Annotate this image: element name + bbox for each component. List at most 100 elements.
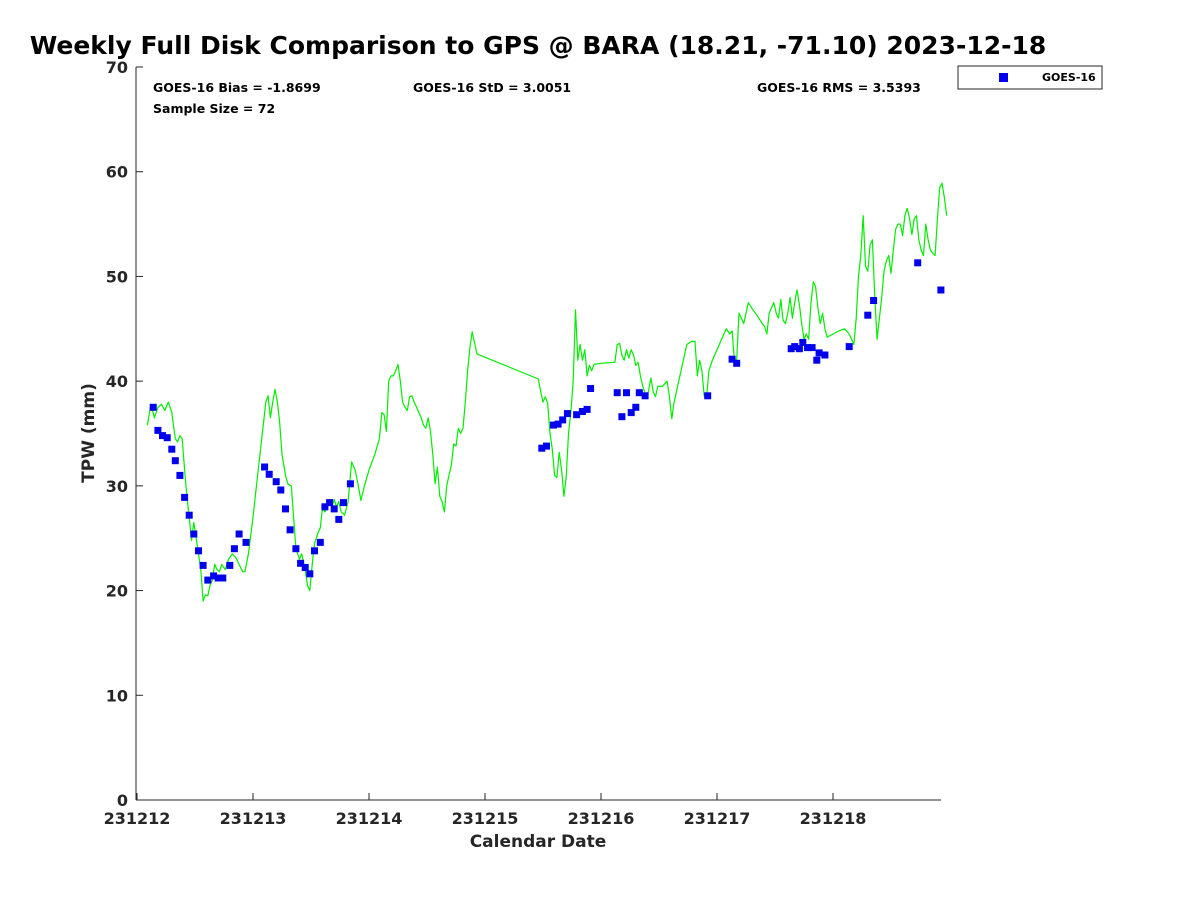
goes-16-point	[181, 493, 189, 501]
rms-stat: GOES-16 RMS = 3.5393	[757, 80, 921, 95]
goes-16-point	[190, 530, 198, 538]
goes-16-point	[808, 344, 816, 352]
goes-16-point	[549, 421, 557, 429]
y-tick-label: 30	[106, 477, 128, 496]
goes-16-point	[864, 311, 872, 319]
goes-16-point	[346, 480, 354, 488]
goes-16-point	[573, 411, 581, 419]
x-tick-label: 231217	[684, 809, 751, 828]
goes-16-point	[813, 356, 821, 364]
goes-16-point	[286, 526, 294, 534]
goes-16-point	[311, 547, 318, 555]
y-tick-label: 70	[106, 58, 128, 77]
goes-16-point	[641, 392, 649, 400]
y-tick-label: 0	[117, 791, 128, 810]
goes-16-series	[149, 259, 945, 584]
chart-title: Weekly Full Disk Comparison to GPS @ BAR…	[30, 31, 1047, 60]
goes-16-point	[583, 405, 591, 413]
goes-16-point	[272, 478, 280, 486]
y-tick-label: 60	[106, 163, 128, 182]
goes-16-point	[163, 434, 171, 442]
goes-16-point	[297, 559, 305, 567]
goes-16-point	[937, 286, 945, 294]
goes-16-point	[804, 344, 811, 352]
legend-marker	[999, 73, 1008, 82]
goes-16-point	[587, 385, 595, 392]
goes-16-point	[845, 343, 853, 351]
y-tick-label: 40	[106, 372, 128, 391]
legend-label: GOES-16	[1042, 71, 1096, 84]
goes-16-point	[538, 444, 546, 452]
goes-16-point	[613, 389, 621, 397]
goes-16-point	[168, 445, 176, 453]
goes-16-point	[292, 545, 300, 553]
goes-16-point	[265, 470, 273, 478]
goes-16-point	[635, 389, 643, 397]
goes-16-point	[195, 547, 202, 555]
y-tick-label: 50	[106, 267, 128, 286]
goes-16-point	[321, 503, 329, 511]
x-tick-label: 231218	[800, 809, 867, 828]
goes-16-point	[149, 403, 157, 411]
goes-16-point	[335, 515, 343, 523]
goes-16-point	[554, 420, 562, 428]
goes-16-point	[185, 511, 193, 519]
goes-16-point	[632, 403, 640, 411]
goes-16-point	[176, 471, 184, 479]
goes-16-point	[326, 499, 334, 507]
sample-size-stat: Sample Size = 72	[153, 101, 275, 116]
goes-16-point	[204, 576, 212, 584]
goes-16-point	[210, 572, 218, 580]
goes-16-point	[728, 355, 736, 363]
goes-16-point	[870, 297, 878, 304]
x-tick-label: 231214	[336, 809, 403, 828]
x-axis-label: Calendar Date	[470, 832, 607, 852]
goes-16-point	[219, 574, 227, 582]
goes-16-point	[277, 486, 285, 494]
goes-16-point	[316, 538, 324, 546]
y-tick-label: 10	[106, 686, 128, 705]
goes-16-point	[235, 530, 243, 538]
goes-16-point	[230, 545, 238, 553]
goes-16-point	[578, 408, 586, 415]
goes-16-point	[914, 259, 922, 267]
bias-stat: GOES-16 Bias = -1.8699	[153, 80, 321, 95]
x-tick-label: 231216	[568, 809, 635, 828]
goes-16-point	[563, 410, 571, 418]
goes-16-point	[795, 345, 803, 353]
goes-16-point	[330, 505, 338, 513]
goes-16-point	[226, 561, 234, 569]
y-tick-label: 20	[106, 582, 128, 601]
goes-16-point	[282, 505, 289, 513]
goes-16-point	[154, 426, 162, 434]
goes-16-point	[815, 349, 823, 357]
goes-16-point	[791, 343, 799, 351]
y-axis-label: TPW (mm)	[79, 383, 99, 483]
legend-box	[957, 65, 1103, 90]
goes-16-point	[821, 351, 829, 359]
y-axis: 0 10 20 30 40 50 60 70	[106, 58, 143, 810]
goes-16-point	[171, 457, 179, 465]
goes-16-point	[301, 564, 309, 571]
goes-16-point	[627, 409, 635, 417]
goes-16-point	[159, 432, 166, 440]
goes-16-point	[618, 413, 626, 421]
gps-line	[146, 182, 948, 602]
goes-16-point	[340, 499, 347, 507]
goes-16-point	[261, 463, 269, 471]
goes-16-point	[242, 538, 250, 546]
goes-16-point	[623, 389, 630, 397]
goes-16-point	[733, 359, 741, 367]
x-tick-label: 231212	[104, 809, 171, 828]
goes-16-point	[543, 442, 550, 450]
legend: GOES-16	[957, 65, 1103, 90]
goes-16-point	[214, 574, 222, 582]
goes-16-point	[559, 416, 567, 424]
goes-16-point	[799, 338, 807, 346]
std-stat: GOES-16 StD = 3.0051	[413, 80, 571, 95]
goes-16-point	[306, 570, 314, 578]
goes-16-point	[199, 561, 207, 569]
gps-series	[146, 182, 948, 602]
x-axis: 231212 231213 231214 231215 231216 231217 2312…	[104, 793, 867, 828]
